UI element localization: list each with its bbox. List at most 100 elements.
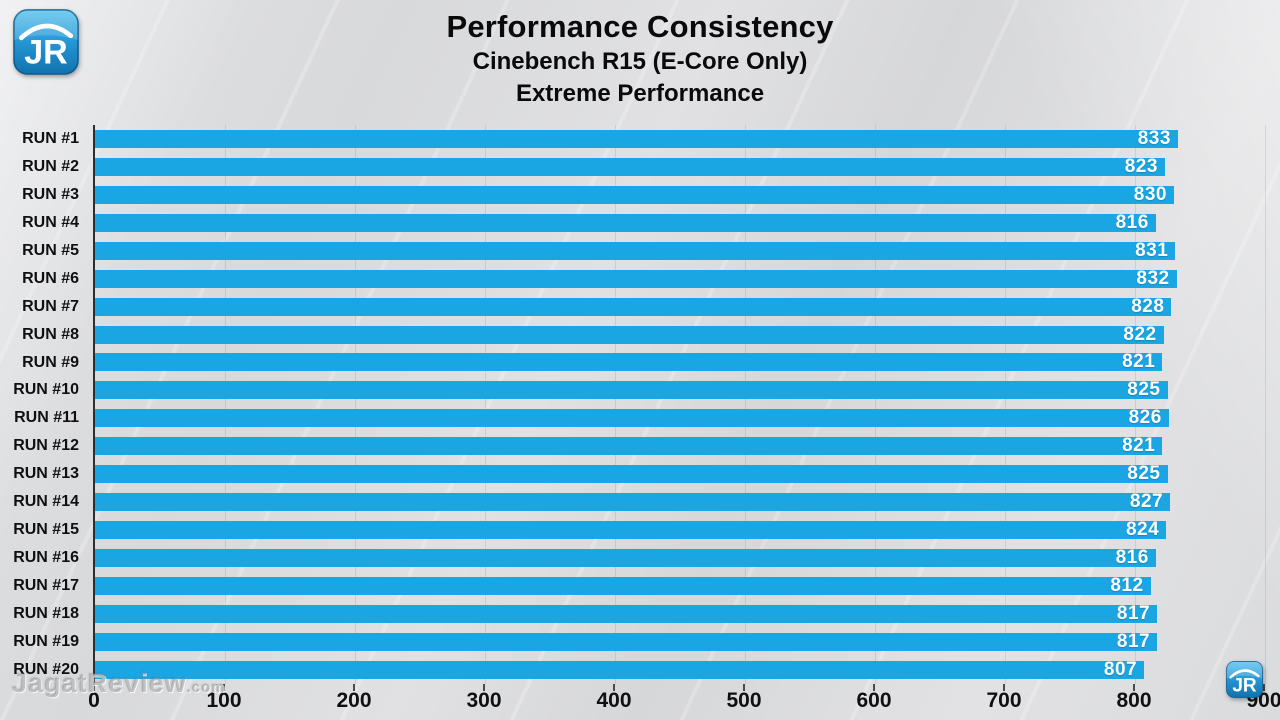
y-axis-label: RUN #13	[13, 465, 79, 483]
y-axis-label: RUN #1	[22, 130, 79, 147]
x-tick-mark	[1133, 684, 1135, 691]
x-tick-mark	[483, 684, 485, 691]
y-axis-label: RUN #4	[22, 213, 79, 231]
bar-row: 826	[95, 404, 1265, 432]
y-axis-label: RUN #19	[13, 632, 79, 650]
bar-value-label: 816	[1115, 211, 1149, 233]
bar-value-label: 827	[1129, 491, 1164, 513]
bar-value-label: 824	[1125, 519, 1160, 541]
y-axis-label: RUN #8	[22, 325, 79, 343]
bar-row: 821	[95, 349, 1265, 377]
y-axis-label: RUN #15	[13, 521, 79, 539]
x-tick-mark	[873, 684, 875, 691]
y-axis-label: RUN #18	[13, 604, 79, 622]
x-tick-label: 200	[336, 689, 372, 712]
y-axis-label: RUN #10	[13, 381, 79, 399]
bar: 817	[95, 632, 1158, 651]
watermark-suffix: .com	[186, 679, 226, 696]
bar-value-label: 816	[1115, 547, 1149, 569]
bar-row: 830	[95, 181, 1265, 209]
jr-logo-icon: JR	[1226, 661, 1263, 698]
bar-value-label: 822	[1123, 323, 1157, 345]
bar: 816	[95, 211, 1156, 233]
jagatreview-logo: JR	[13, 9, 79, 75]
bar: 821	[95, 352, 1163, 372]
bar-value-label: 833	[1137, 127, 1171, 149]
bar-value-label: 823	[1124, 155, 1158, 177]
bar: 821	[95, 435, 1163, 457]
bar-row: 822	[95, 321, 1265, 349]
bar-row: 825	[95, 376, 1265, 404]
y-axis-label: RUN #11	[14, 409, 79, 427]
x-tick-label: 100	[206, 689, 242, 712]
watermark: JagatReview.com	[12, 668, 226, 699]
gridline-700	[1005, 125, 1006, 684]
x-tick-mark	[1263, 684, 1265, 691]
bar: 833	[95, 127, 1178, 149]
gridline-900	[1265, 125, 1266, 684]
bar-value-label: 826	[1128, 407, 1162, 429]
y-axis-label: RUN #5	[22, 241, 79, 259]
bar-row: 816	[95, 544, 1265, 572]
x-tick-label: 800	[1116, 689, 1152, 712]
bar-row: 832	[95, 265, 1265, 293]
x-tick-label: 300	[466, 689, 502, 712]
y-axis-label: RUN #9	[22, 353, 79, 371]
gridline-600	[875, 125, 876, 684]
svg-text:JR: JR	[24, 34, 67, 72]
bar-value-label: 825	[1127, 463, 1161, 485]
x-tick-label: 400	[596, 689, 632, 712]
x-tick-mark	[93, 684, 95, 691]
bar-row: 812	[95, 572, 1265, 600]
x-tick-mark	[353, 684, 355, 691]
gridline-100	[225, 125, 226, 684]
bar-row: 807	[95, 656, 1265, 684]
bar: 816	[95, 547, 1156, 569]
bar: 830	[95, 183, 1174, 205]
x-tick-mark	[223, 684, 225, 691]
y-axis-label: RUN #7	[22, 297, 79, 315]
bar: 828	[95, 297, 1172, 316]
gridline-800	[1135, 125, 1136, 684]
y-axis-label: RUN #12	[13, 437, 79, 455]
bar-row: 817	[95, 628, 1265, 656]
bar-row: 828	[95, 293, 1265, 321]
plot-area: 833 823 830 816 831 832 828 822 821 825 826 821 825 8…	[93, 125, 1266, 684]
x-tick-mark	[743, 684, 745, 691]
bar-row: 824	[95, 516, 1265, 544]
chart-title-block: Performance Consistency Cinebench R15 (E…	[0, 8, 1280, 110]
y-axis-label: RUN #14	[13, 493, 79, 511]
y-axis-label: RUN #17	[13, 577, 79, 594]
chart-subtitle-2: Extreme Performance	[515, 80, 765, 107]
x-tick-mark	[1003, 684, 1005, 691]
y-axis-labels: RUN #1 RUN #2 RUN #3 RUN #4 RUN #5 RUN #6 RUN …	[0, 125, 86, 684]
gridline-500	[745, 125, 746, 684]
bar: 827	[95, 491, 1171, 513]
bar-row: 821	[95, 432, 1265, 460]
chart-subtitle: Cinebench R15 (E-Core Only)	[472, 48, 808, 75]
bar: 817	[95, 602, 1158, 624]
bar-row: 833	[95, 125, 1265, 153]
bar: 812	[95, 574, 1151, 596]
bar-value-label: 825	[1127, 379, 1161, 401]
gridline-200	[355, 125, 356, 684]
y-axis-label: RUN #3	[22, 185, 79, 203]
gridline-300	[485, 125, 486, 684]
bar: 824	[95, 519, 1167, 541]
svg-text:JR: JR	[1232, 676, 1257, 697]
bar-value-label: 832	[1136, 267, 1170, 289]
bar-value-label: 821	[1122, 435, 1156, 457]
bar-value-label: 807	[1103, 658, 1138, 680]
bar-value-label: 812	[1110, 574, 1144, 596]
bar-value-label: 817	[1116, 602, 1151, 624]
gridline-400	[615, 125, 616, 684]
chart-title: Performance Consistency	[446, 9, 834, 44]
bar: 832	[95, 267, 1177, 289]
bar: 826	[95, 407, 1169, 429]
y-axis-label: RUN #6	[22, 269, 79, 287]
bar-value-label: 831	[1135, 239, 1169, 261]
bar-row: 825	[95, 460, 1265, 488]
watermark-main: JagatReview	[12, 668, 187, 698]
bar-value-label: 830	[1133, 183, 1167, 205]
